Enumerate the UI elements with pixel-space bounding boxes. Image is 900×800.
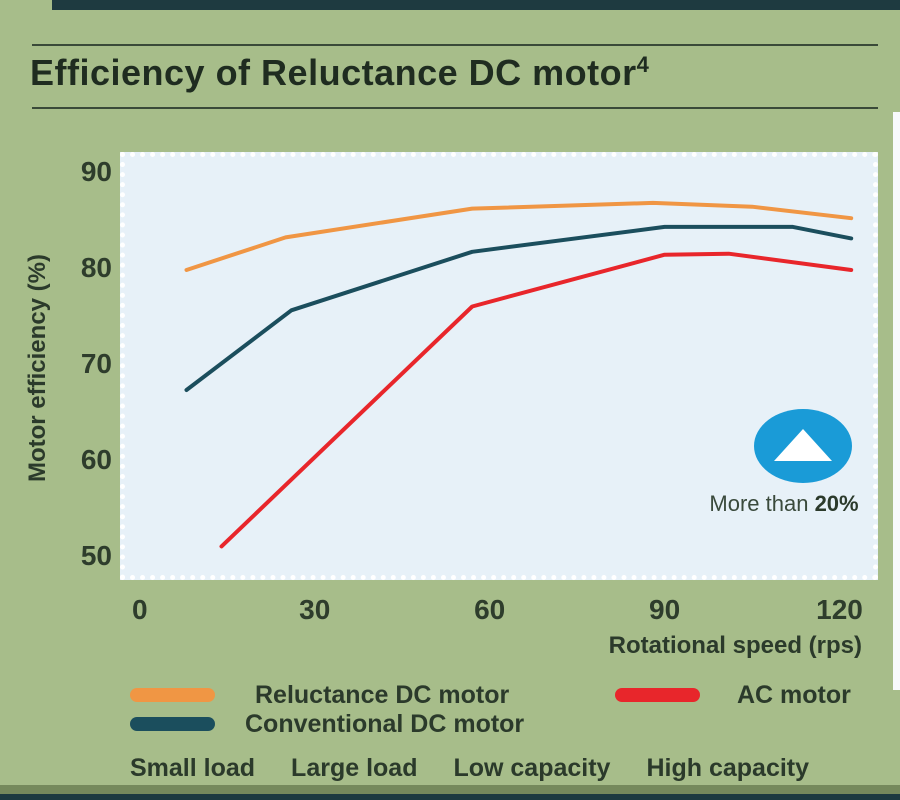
series-line-conventional-dc-motor (184, 224, 854, 392)
conventional-line-swatch (130, 717, 215, 731)
category-label: High capacity (646, 754, 810, 782)
badge-text: More than (709, 491, 815, 516)
title-footnote-superscript: 4 (636, 52, 650, 77)
page-edge-strip (893, 112, 900, 690)
top-accent-bar (52, 0, 900, 10)
legend-label: Conventional DC motor (245, 710, 525, 738)
bottom-accent-strip-green (0, 785, 900, 794)
plot-area: More than 20% (120, 152, 878, 580)
y-tick-label: 70 (80, 348, 112, 380)
legend-item-reluctance-dc-motor: Reluctance DC motor (130, 681, 600, 709)
x-tick-label: 0 (132, 594, 148, 625)
legend-item-conventional-dc-motor: Conventional DC motor (130, 710, 600, 738)
x-axis-title: Rotational speed (rps) (608, 632, 862, 659)
y-tick-label: 60 (80, 444, 112, 476)
triangle-up-icon (774, 429, 832, 461)
x-tick-label: 90 (649, 594, 681, 625)
legend-item-ac-motor: AC motor (615, 681, 895, 709)
y-tick-label: 90 (80, 156, 112, 188)
series-line-ac-motor (219, 251, 854, 549)
category-labels-row: Small load Large load Low capacity High cap… (130, 754, 870, 783)
more-than-20-badge: More than 20% (684, 409, 884, 519)
category-label: Large load (291, 754, 418, 782)
reluctance-line-swatch (130, 688, 215, 702)
series-line-reluctance-dc-motor (184, 200, 854, 272)
page-title-text: Efficiency of Reluctance DC motor (30, 52, 637, 93)
title-divider-bottom (32, 107, 878, 109)
badge-value: 20% (814, 491, 859, 516)
arrow-up-circle-icon (754, 409, 852, 483)
x-tick-label: 30 (299, 594, 331, 625)
x-tick-label: 60 (474, 594, 506, 625)
y-tick-label: 50 (80, 540, 112, 571)
chart-lines (184, 200, 854, 549)
category-label: Low capacity (453, 754, 611, 782)
badge-caption: More than 20% (684, 491, 884, 517)
page-title: Efficiency of Reluctance DC motor4 (30, 52, 870, 94)
ac-line-swatch (615, 688, 700, 702)
y-tick-label: 80 (80, 252, 112, 284)
x-tick-label: 120 (816, 594, 863, 625)
title-divider-top (32, 44, 878, 46)
bottom-accent-strip-teal (0, 794, 900, 800)
legend-label: Reluctance DC motor (255, 681, 510, 709)
category-label: Small load (130, 754, 256, 782)
legend-label: AC motor (737, 681, 851, 709)
